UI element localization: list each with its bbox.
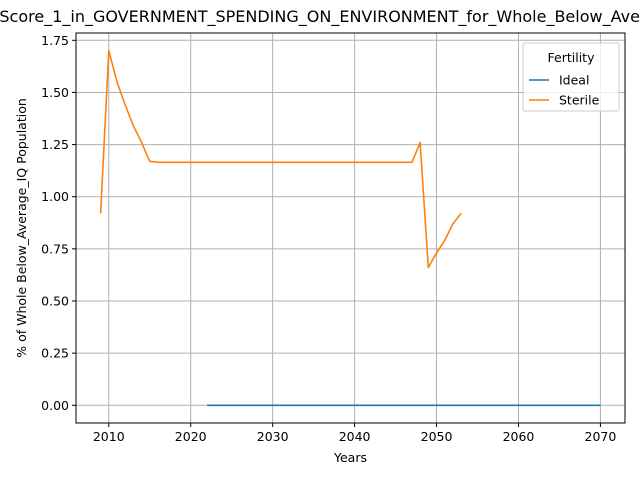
- legend-box: [522, 42, 620, 112]
- x-axis-label: Years: [333, 450, 367, 465]
- x-tick-label: 2020: [175, 429, 207, 444]
- x-tick-label: 2070: [585, 429, 617, 444]
- x-axis-ticks: 2010 2020 2030 2040 2050 2060 2070: [93, 423, 617, 444]
- legend-label-ideal: Ideal: [559, 73, 589, 88]
- y-axis-label: % of Whole Below_Average_IQ Population: [14, 98, 29, 358]
- legend-label-sterile: Sterile: [559, 93, 600, 108]
- x-tick-label: 2010: [93, 429, 125, 444]
- series-line-sterile: [99, 49, 462, 269]
- y-tick-label: 1.50: [41, 85, 69, 100]
- y-axis-ticks: 0.00 0.25 0.50 0.75 1.00 1.25 1.50 1.75: [41, 33, 76, 413]
- x-tick-label: 2060: [503, 429, 535, 444]
- x-tick-label: 2030: [257, 429, 289, 444]
- legend-entries: Ideal Sterile: [529, 73, 600, 108]
- y-tick-label: 0.00: [41, 398, 69, 413]
- legend: Fertility Ideal Sterile: [522, 42, 620, 112]
- y-tick-label: 1.25: [41, 137, 69, 152]
- series-layer: [99, 49, 601, 407]
- plot-frame: [75, 32, 626, 424]
- y-tick-label: 0.25: [41, 346, 69, 361]
- y-tick-label: 0.75: [41, 241, 69, 256]
- grid-lines: [76, 33, 625, 423]
- y-tick-label: 1.00: [41, 189, 69, 204]
- legend-title: Fertility: [548, 50, 596, 65]
- y-tick-label: 1.75: [41, 33, 69, 48]
- x-tick-label: 2050: [421, 429, 453, 444]
- chart-title: Score_1_in_GOVERNMENT_SPENDING_ON_ENVIRO…: [0, 7, 640, 27]
- y-tick-label: 0.50: [41, 293, 69, 308]
- x-tick-label: 2040: [339, 429, 371, 444]
